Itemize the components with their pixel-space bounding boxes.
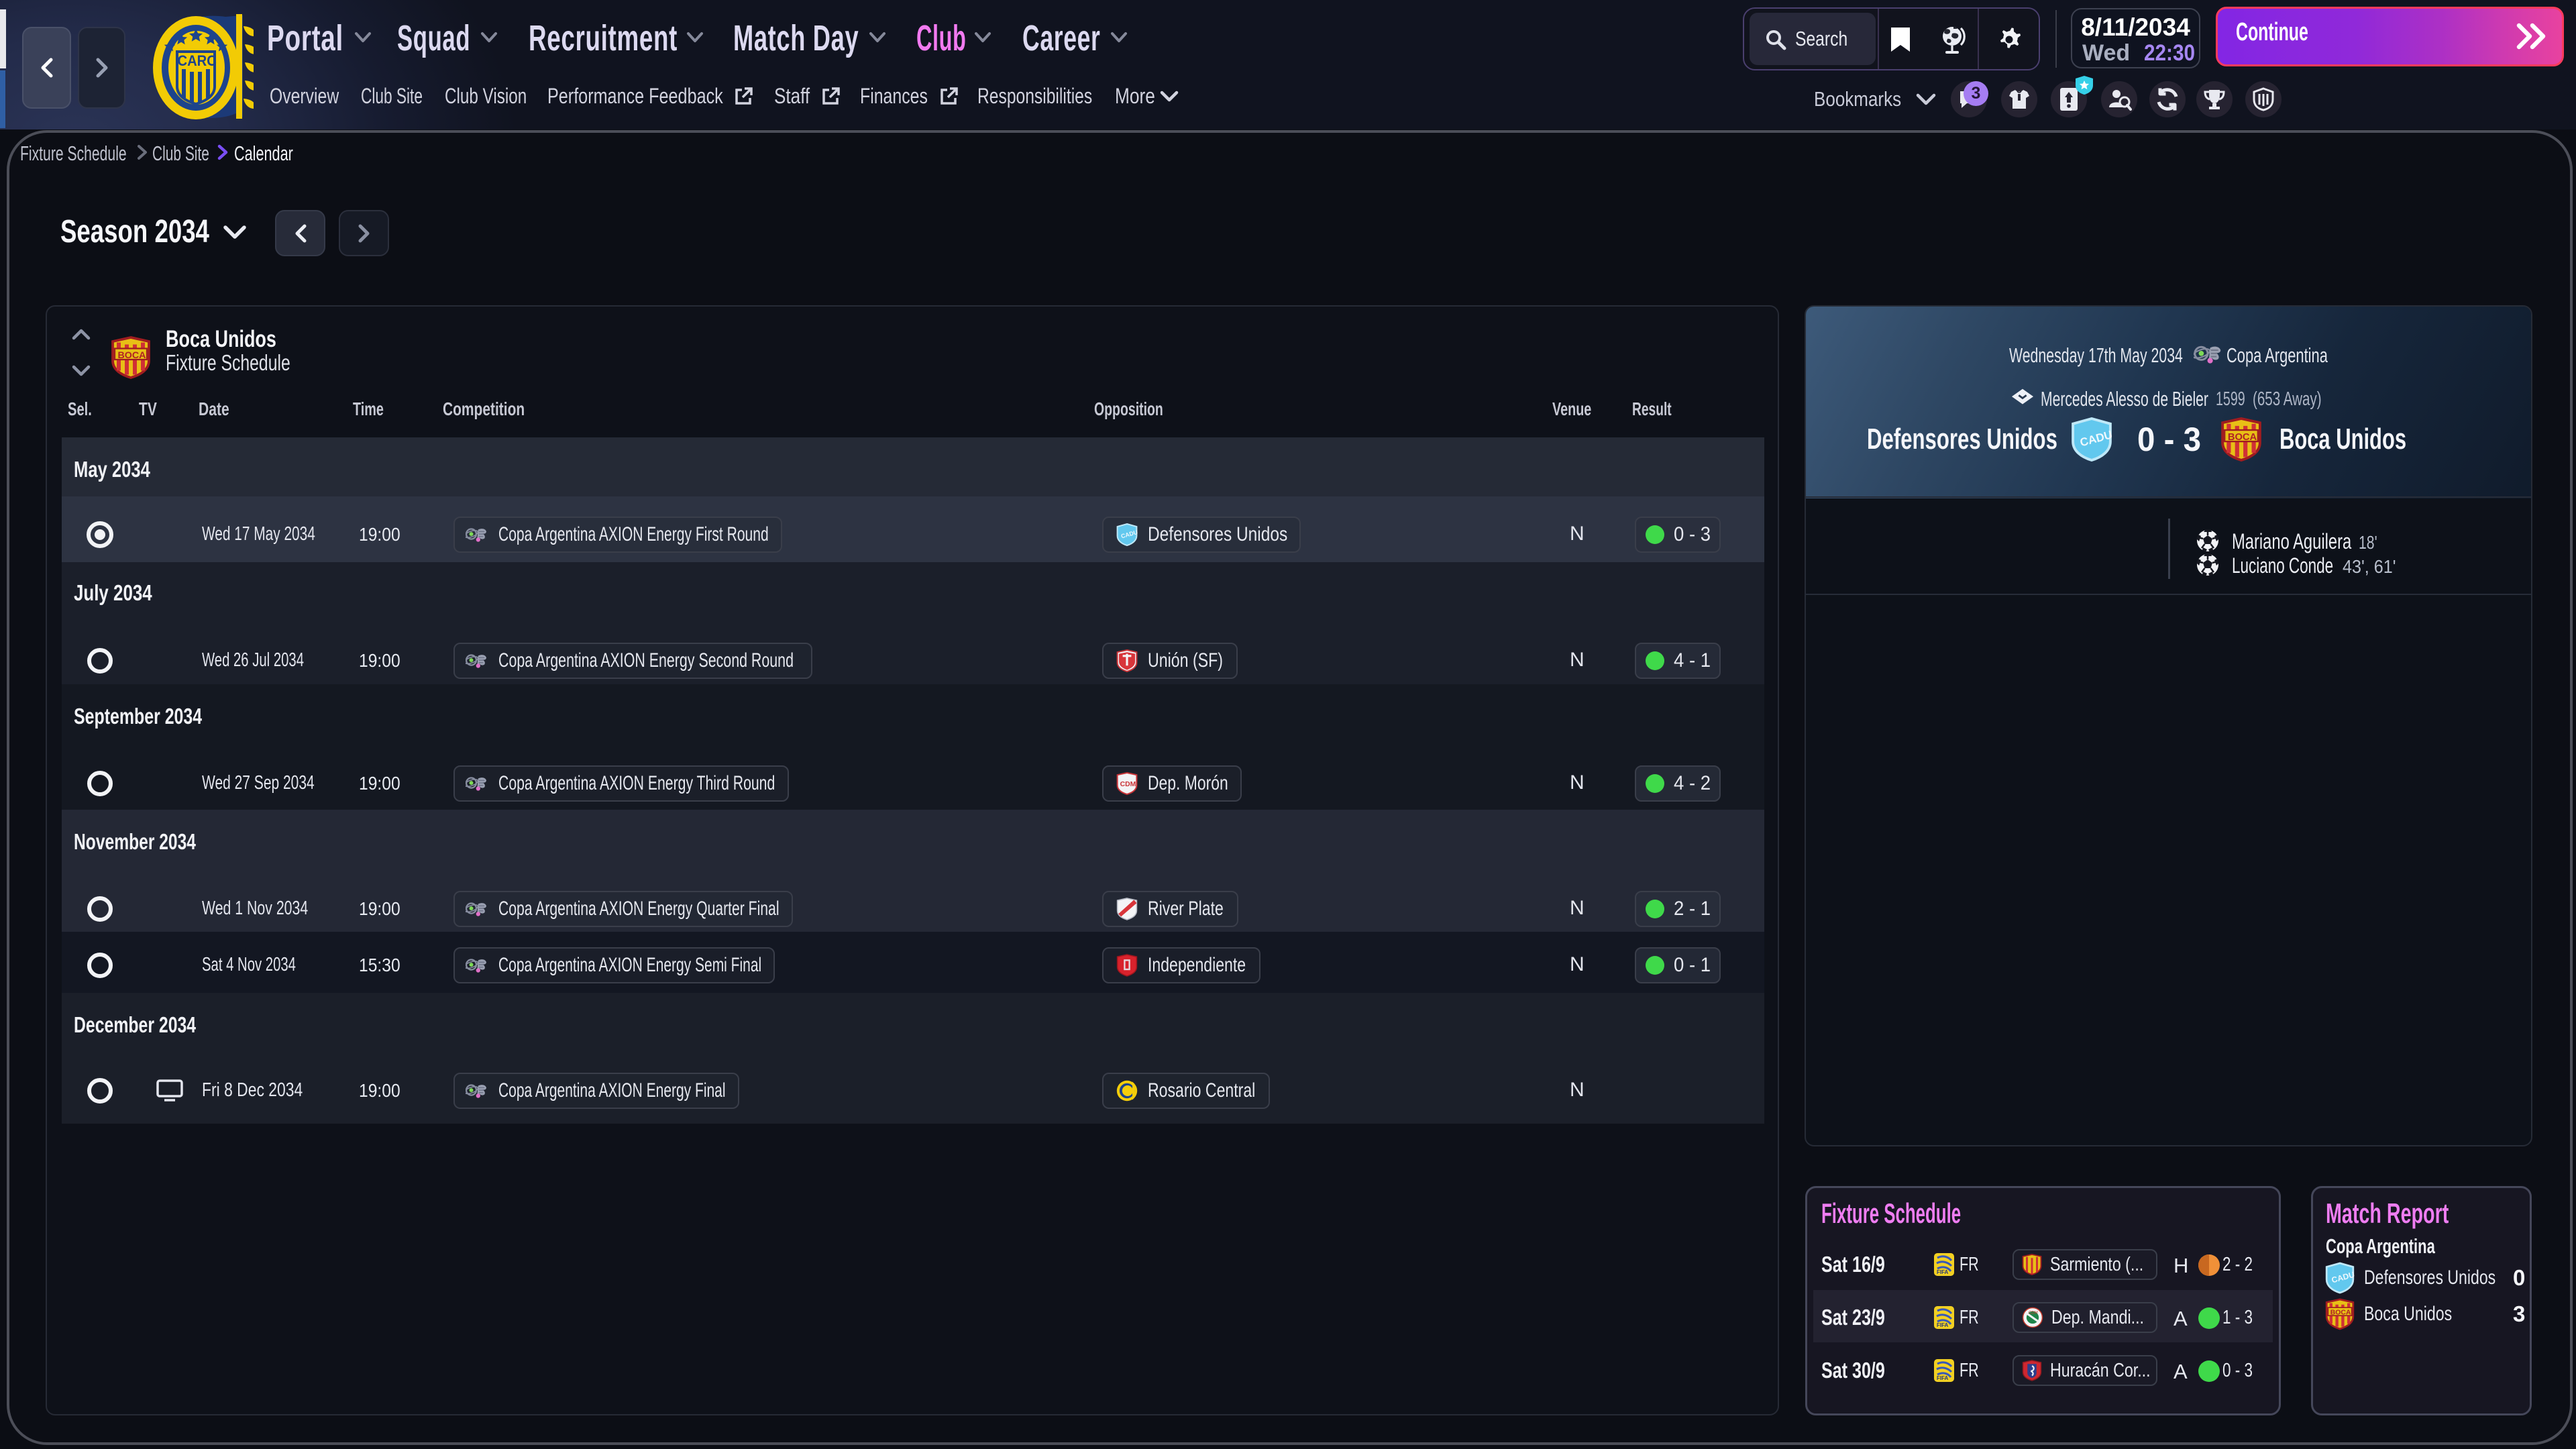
svg-text:CARC: CARC [177, 53, 216, 69]
